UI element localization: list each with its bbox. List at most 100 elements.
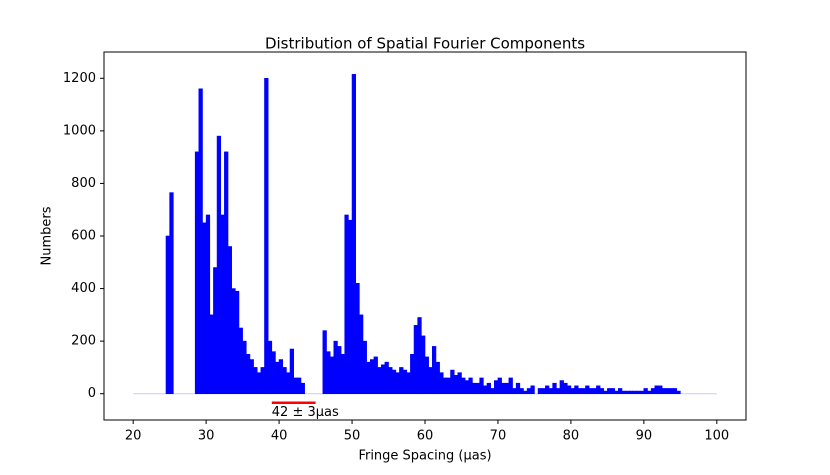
bar: [362, 340, 367, 395]
bar: [359, 314, 364, 395]
bar: [570, 388, 575, 395]
bar: [235, 290, 240, 395]
bar: [556, 388, 561, 395]
bar: [559, 380, 564, 395]
bar: [494, 380, 499, 395]
bar: [366, 361, 371, 395]
bar: [566, 385, 572, 395]
chart-title: Distribution of Spatial Fourier Componen…: [265, 35, 585, 53]
bar: [377, 367, 382, 395]
bar: [632, 390, 637, 395]
bar: [676, 390, 681, 395]
bar: [286, 372, 291, 395]
bar: [213, 267, 218, 395]
bar: [275, 361, 280, 395]
bar: [563, 382, 568, 395]
y-tick-label: 200: [71, 334, 96, 349]
bar: [369, 359, 375, 395]
bar: [402, 369, 408, 395]
bar: [224, 151, 229, 395]
bar: [406, 372, 411, 395]
bar: [515, 382, 521, 395]
y-tick-label: 600: [71, 229, 96, 244]
bar: [355, 283, 360, 395]
y-tick-label: 1000: [63, 123, 96, 138]
bar: [599, 388, 605, 395]
bar: [293, 377, 298, 395]
bar: [238, 327, 243, 395]
bar: [289, 348, 294, 395]
bar: [264, 77, 269, 395]
bar: [380, 364, 386, 395]
bar: [245, 353, 251, 395]
x-tick-label: 30: [198, 429, 215, 444]
bar: [198, 88, 203, 395]
bar: [395, 372, 400, 395]
bar: [439, 372, 444, 395]
bar: [220, 214, 225, 395]
x-axis-label: Fringe Spacing (μas): [358, 449, 491, 464]
x-tick-label: 60: [417, 429, 434, 444]
bar: [552, 382, 557, 395]
bar: [297, 377, 302, 395]
bar: [526, 388, 532, 395]
y-tick-label: 0: [88, 386, 96, 401]
bar: [512, 388, 517, 395]
bar: [326, 351, 331, 395]
bar: [654, 385, 659, 395]
bar: [205, 214, 211, 395]
bar: [504, 382, 510, 395]
bar: [523, 390, 528, 395]
bar: [508, 377, 513, 395]
bar: [475, 382, 481, 395]
x-tick-label: 40: [271, 429, 288, 444]
x-tick-label: 70: [490, 429, 507, 444]
bar: [413, 325, 419, 395]
bar: [519, 388, 524, 395]
bar: [249, 359, 254, 395]
bar: [256, 372, 262, 395]
bar: [417, 317, 422, 395]
bar: [421, 335, 426, 395]
bar: [650, 388, 656, 395]
bar: [457, 372, 462, 395]
bar: [431, 346, 437, 395]
bar: [647, 390, 652, 395]
bar: [165, 235, 170, 395]
bar: [271, 351, 276, 395]
bar: [227, 246, 232, 395]
bar: [497, 377, 502, 395]
bar: [348, 219, 353, 395]
bar: [461, 377, 466, 395]
x-tick-label: 80: [563, 429, 580, 444]
bar: [194, 151, 200, 395]
bar: [610, 388, 615, 395]
bar: [442, 377, 448, 395]
bar: [464, 380, 470, 395]
bar: [169, 192, 174, 395]
bar: [351, 74, 356, 395]
bar: [209, 314, 214, 395]
bar: [639, 390, 645, 395]
bar: [603, 390, 608, 395]
bar: [300, 382, 305, 395]
bar: [628, 390, 634, 395]
bar: [661, 388, 667, 395]
bar: [672, 388, 677, 395]
bar: [344, 214, 349, 395]
bar: [479, 377, 484, 395]
bar: [231, 288, 236, 395]
bar: [267, 340, 273, 395]
bar: [450, 369, 455, 395]
x-tick-label: 20: [125, 429, 142, 444]
bar: [282, 367, 287, 395]
bar: [596, 385, 601, 395]
bar: [202, 222, 207, 395]
bar: [577, 388, 583, 395]
bar: [399, 367, 404, 395]
bar: [337, 346, 342, 395]
bar: [329, 356, 335, 395]
bar: [435, 361, 440, 395]
bar: [592, 388, 597, 395]
